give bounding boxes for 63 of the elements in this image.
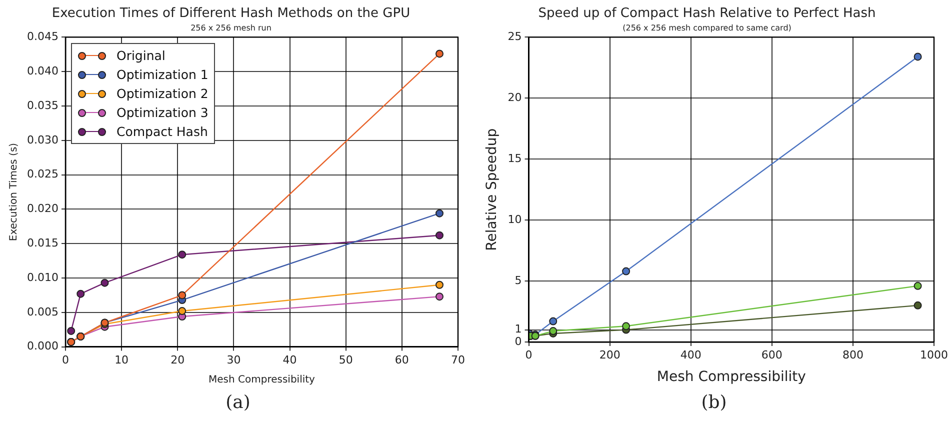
- x-tick-label: 0: [525, 348, 532, 362]
- point: [67, 326, 76, 335]
- point: [549, 317, 558, 326]
- legend-label: Optimization 2: [116, 86, 208, 102]
- y-axis-title: Relative Speedup: [484, 128, 500, 251]
- y-tick-label: 15: [508, 152, 522, 165]
- y-tick-label: 0: [514, 334, 522, 348]
- legend-label: Optimization 3: [116, 105, 208, 120]
- x-tick-label: 60: [394, 353, 409, 366]
- point: [435, 280, 444, 289]
- y-axis-title: Execution Times (s): [8, 142, 20, 242]
- x-tick-label: 800: [842, 348, 864, 362]
- chart-subtitle: 256 x 256 mesh run: [190, 23, 272, 32]
- point: [914, 301, 922, 310]
- y-tick-label: 0.045: [26, 30, 58, 44]
- x-tick-label: 40: [282, 353, 297, 366]
- point: [435, 209, 444, 218]
- x-tick-label: 600: [761, 348, 782, 362]
- point: [76, 290, 85, 298]
- legend-label: Compact Hash: [116, 124, 208, 140]
- point: [914, 282, 922, 290]
- y-tick-label: 20: [508, 91, 522, 104]
- legend-label: Optimization 1: [116, 67, 208, 82]
- point: [178, 250, 186, 259]
- x-tick-label: 70: [451, 353, 465, 366]
- y-tick-label: 0.020: [26, 202, 58, 216]
- chart-title: Speed up of Compact Hash Relative to Perfect Hash: [538, 6, 876, 22]
- x-tick-label: 10: [114, 353, 129, 366]
- text: (b): [700, 392, 728, 413]
- x-tick-label: 200: [599, 348, 620, 362]
- x-axis-title: Mesh Compressibility: [208, 374, 316, 386]
- y-tick-label: 0.025: [26, 168, 58, 181]
- x-tick-label: 400: [680, 348, 702, 362]
- y-tick-label: 10: [508, 212, 522, 226]
- point: [435, 50, 444, 58]
- x-tick-label: 20: [170, 353, 185, 366]
- y-tick-label: 0.015: [26, 236, 58, 250]
- chart-subtitle: (256 x 256 mesh compared to same card): [622, 23, 792, 32]
- text: (a): [224, 392, 252, 413]
- y-tick-label: 1: [514, 322, 522, 336]
- y-tick-label: 0.040: [26, 64, 58, 78]
- point: [622, 322, 630, 330]
- x-tick-label: 1000: [920, 348, 948, 362]
- point: [178, 307, 186, 316]
- x-tick-label: 50: [338, 353, 353, 366]
- y-tick-label: 0.030: [26, 133, 58, 146]
- point: [178, 291, 186, 300]
- point: [435, 231, 444, 240]
- y-tick-label: 25: [508, 30, 522, 44]
- chart-title: Execution Times of Different Hash Methods on the GPU: [52, 6, 410, 22]
- point: [100, 278, 109, 287]
- point: [435, 292, 444, 301]
- x-tick-label: 0: [62, 353, 69, 366]
- x-tick-label: 30: [226, 353, 241, 366]
- y-tick-label: 0.010: [26, 270, 58, 284]
- point: [622, 267, 630, 276]
- point: [914, 52, 922, 61]
- legend-label: Original: [116, 48, 166, 64]
- y-tick-label: 0.035: [26, 98, 58, 112]
- y-tick-label: 5: [514, 274, 522, 287]
- y-tick-label: 0.005: [26, 305, 58, 318]
- x-axis-title: Mesh Compressibility: [656, 369, 806, 386]
- y-tick-label: 0.000: [26, 340, 58, 353]
